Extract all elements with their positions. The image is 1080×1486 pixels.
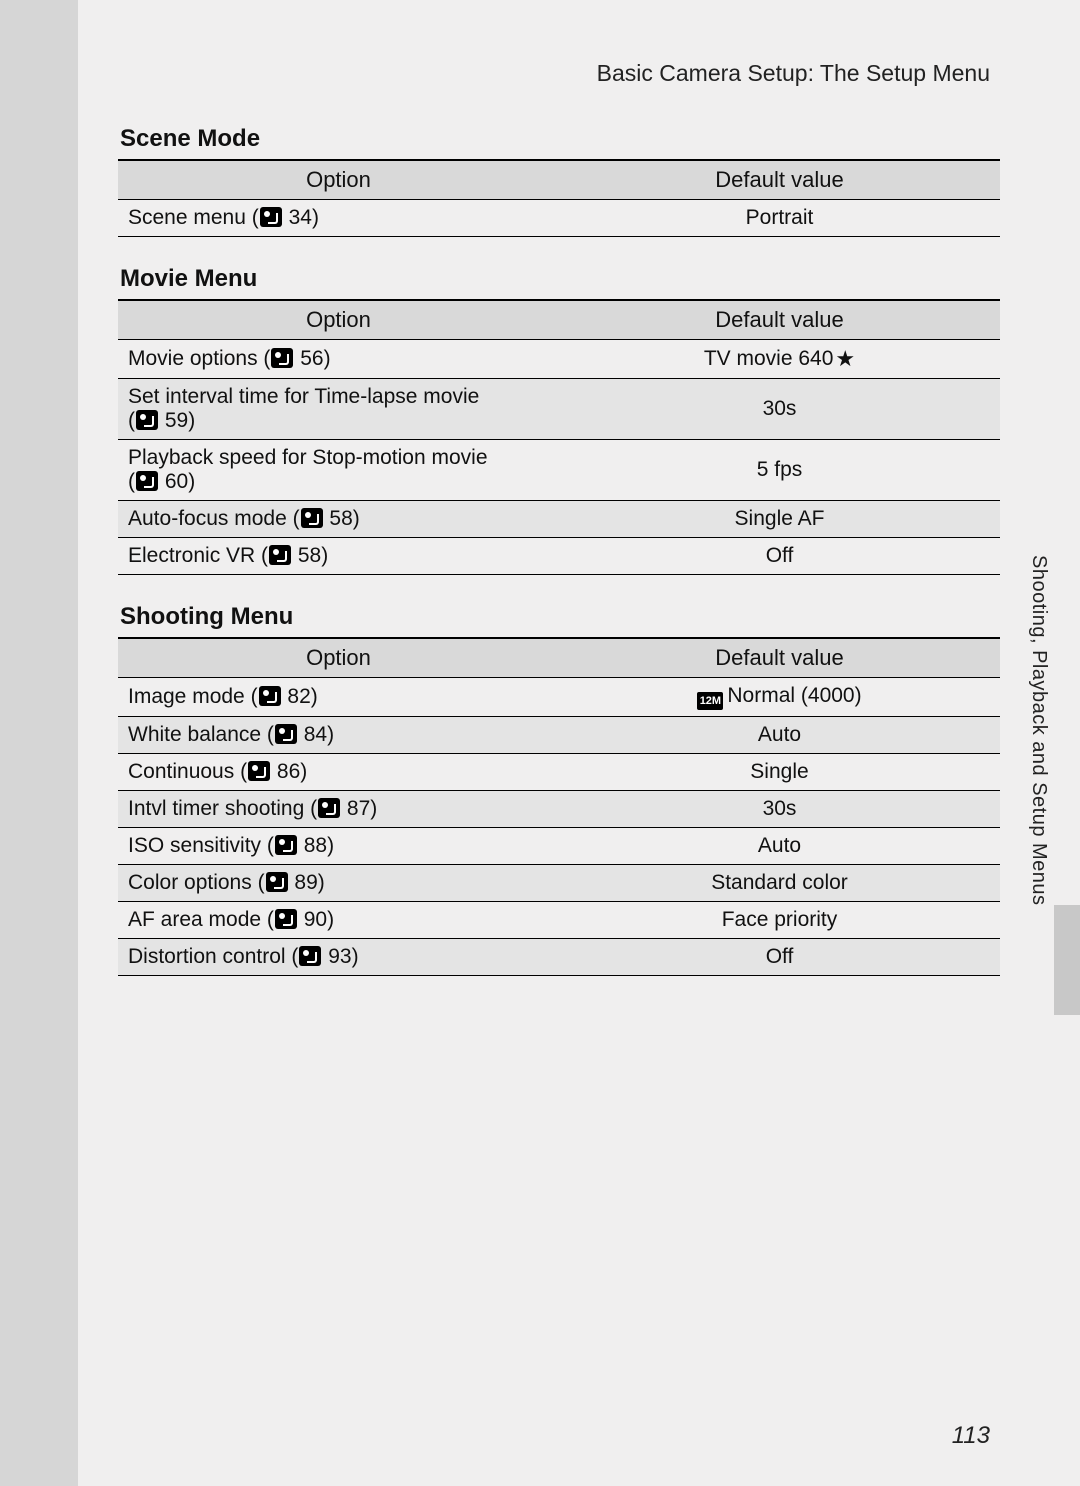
shooting-table: Option Default value Image mode ( 82)12M… <box>118 637 1000 976</box>
page-ref-icon <box>275 909 297 929</box>
page-header: Basic Camera Setup: The Setup Menu <box>118 60 1000 87</box>
page-ref-icon <box>301 508 323 528</box>
table-row: AF area mode ( 90)Face priority <box>118 902 1000 939</box>
value-cell: Single AF <box>559 501 1000 538</box>
option-cell: White balance ( 84) <box>118 717 559 754</box>
manual-page: Basic Camera Setup: The Setup Menu Scene… <box>78 0 1080 1486</box>
table-row: Movie options ( 56)TV movie 640★ <box>118 340 1000 379</box>
table-header-row: Option Default value <box>118 638 1000 678</box>
option-cell: Image mode ( 82) <box>118 678 559 717</box>
page-ref-icon <box>275 835 297 855</box>
table-row: Intvl timer shooting ( 87)30s <box>118 791 1000 828</box>
page-ref-icon <box>266 872 288 892</box>
table-row: Image mode ( 82)12MNormal (4000) <box>118 678 1000 717</box>
table-header-row: Option Default value <box>118 160 1000 200</box>
value-cell: 12MNormal (4000) <box>559 678 1000 717</box>
option-cell: Playback speed for Stop-motion movie( 60… <box>118 440 559 501</box>
option-cell: Auto-focus mode ( 58) <box>118 501 559 538</box>
col-value: Default value <box>559 300 1000 340</box>
value-cell: Off <box>559 538 1000 575</box>
page-ref-icon <box>318 798 340 818</box>
table-row: Color options ( 89)Standard color <box>118 865 1000 902</box>
value-cell: Auto <box>559 828 1000 865</box>
page-ref-icon <box>269 545 291 565</box>
option-cell: Continuous ( 86) <box>118 754 559 791</box>
option-cell: Set interval time for Time-lapse movie( … <box>118 379 559 440</box>
value-cell: 30s <box>559 379 1000 440</box>
table-row: White balance ( 84)Auto <box>118 717 1000 754</box>
col-option: Option <box>118 638 559 678</box>
col-value: Default value <box>559 160 1000 200</box>
table-row: Distortion control ( 93)Off <box>118 939 1000 976</box>
col-option: Option <box>118 300 559 340</box>
page-ref-icon <box>136 471 158 491</box>
option-cell: Color options ( 89) <box>118 865 559 902</box>
table-row: Set interval time for Time-lapse movie( … <box>118 379 1000 440</box>
page-ref-icon <box>271 348 293 368</box>
option-cell: ISO sensitivity ( 88) <box>118 828 559 865</box>
option-cell: AF area mode ( 90) <box>118 902 559 939</box>
page-ref-icon <box>259 686 281 706</box>
col-option: Option <box>118 160 559 200</box>
value-cell: Standard color <box>559 865 1000 902</box>
table-row: ISO sensitivity ( 88)Auto <box>118 828 1000 865</box>
table-row: Electronic VR ( 58)Off <box>118 538 1000 575</box>
page-ref-icon <box>260 207 282 227</box>
option-cell: Electronic VR ( 58) <box>118 538 559 575</box>
value-cell: Off <box>559 939 1000 976</box>
value-cell: TV movie 640★ <box>559 340 1000 379</box>
section-title-movie: Movie Menu <box>120 265 1000 293</box>
option-cell: Distortion control ( 93) <box>118 939 559 976</box>
star-icon: ★ <box>835 346 855 371</box>
table-row: Playback speed for Stop-motion movie( 60… <box>118 440 1000 501</box>
col-value: Default value <box>559 638 1000 678</box>
page-ref-icon <box>248 761 270 781</box>
value-cell: 5 fps <box>559 440 1000 501</box>
table-row: Continuous ( 86)Single <box>118 754 1000 791</box>
value-cell: 30s <box>559 791 1000 828</box>
table-header-row: Option Default value <box>118 300 1000 340</box>
value-cell: Face priority <box>559 902 1000 939</box>
movie-table: Option Default value Movie options ( 56)… <box>118 299 1000 575</box>
option-cell: Movie options ( 56) <box>118 340 559 379</box>
scene-table: Option Default value Scene menu ( 34)Por… <box>118 159 1000 237</box>
table-row: Auto-focus mode ( 58)Single AF <box>118 501 1000 538</box>
value-cell: Auto <box>559 717 1000 754</box>
value-cell: Portrait <box>559 200 1000 237</box>
page-number: 113 <box>952 1422 990 1450</box>
page-ref-icon <box>136 410 158 430</box>
image-mode-icon: 12M <box>697 692 723 710</box>
side-thumb-tab <box>1054 905 1080 1015</box>
page-ref-icon <box>299 946 321 966</box>
side-section-label: Shooting, Playback and Setup Menus <box>1027 555 1050 906</box>
option-cell: Scene menu ( 34) <box>118 200 559 237</box>
section-title-shooting: Shooting Menu <box>120 603 1000 631</box>
value-cell: Single <box>559 754 1000 791</box>
section-title-scene: Scene Mode <box>120 125 1000 153</box>
option-cell: Intvl timer shooting ( 87) <box>118 791 559 828</box>
table-row: Scene menu ( 34)Portrait <box>118 200 1000 237</box>
page-ref-icon <box>275 724 297 744</box>
